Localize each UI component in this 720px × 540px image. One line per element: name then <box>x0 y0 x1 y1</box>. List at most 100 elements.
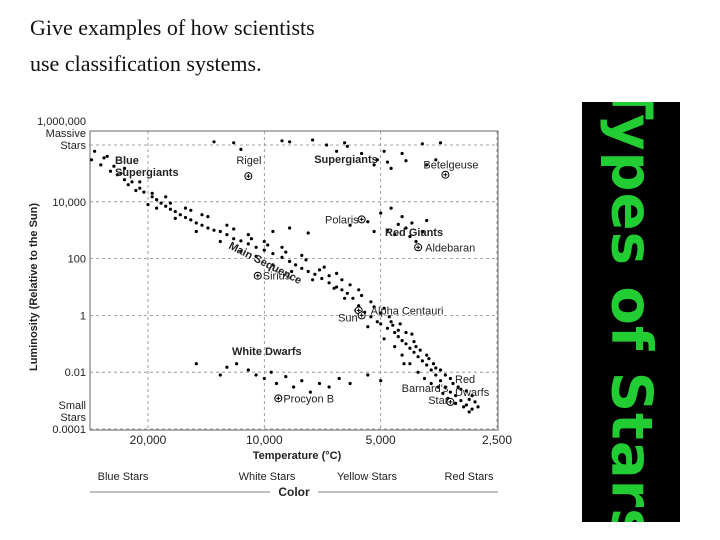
star-point <box>429 381 433 386</box>
star-point <box>93 149 97 153</box>
star-point <box>189 218 193 222</box>
star-point <box>288 140 292 144</box>
star-point <box>372 229 376 234</box>
star-point <box>130 180 134 184</box>
star-point <box>280 255 284 259</box>
star-point <box>343 141 347 145</box>
star-point <box>168 201 172 205</box>
star-point <box>246 368 250 372</box>
star-point <box>194 362 198 366</box>
star-point <box>360 293 364 298</box>
star-point <box>369 300 373 304</box>
star-point <box>246 233 250 237</box>
star-point <box>300 266 304 270</box>
star-point <box>418 348 422 352</box>
y-tick-label: Massive <box>46 128 86 140</box>
slide-heading-line-2: use classification systems. <box>30 51 262 76</box>
star-point <box>274 381 279 386</box>
star-point <box>311 138 315 142</box>
star-point <box>271 263 275 267</box>
star-point <box>327 274 331 278</box>
star-point <box>288 259 292 263</box>
hr-diagram: 1,000,000MassiveStars10,00010010.01Small… <box>28 116 512 499</box>
star-point <box>262 376 266 381</box>
star-point <box>332 286 336 290</box>
star-point <box>438 141 443 145</box>
star-point <box>290 269 294 274</box>
star-point <box>280 139 284 143</box>
star-point <box>212 140 216 144</box>
group-label: Supergiants <box>314 154 378 166</box>
star-point <box>300 379 304 383</box>
star-point <box>404 342 408 346</box>
types-of-stars-banner: Types of Stars <box>582 102 680 522</box>
star-point <box>385 228 390 232</box>
y-tick-label: 10,000 <box>52 197 86 209</box>
star-point <box>416 370 420 374</box>
star-point <box>249 237 253 241</box>
star-point <box>155 206 159 210</box>
star-point <box>400 215 404 219</box>
star-point <box>382 337 386 341</box>
star-point <box>239 249 243 253</box>
star-point <box>348 283 352 287</box>
star-point <box>262 248 266 252</box>
star-point <box>473 400 477 404</box>
star-point <box>372 305 376 309</box>
star-point <box>262 239 266 244</box>
y-tick-label: 1 <box>80 310 86 322</box>
star-point <box>340 288 344 292</box>
x-tick-label: 10,000 <box>246 433 283 447</box>
group-label: White Dwarfs <box>232 346 302 358</box>
named-star-label: Barnard's <box>402 383 449 395</box>
star-point <box>436 385 440 389</box>
color-axis-title: Color <box>278 485 310 499</box>
star-point <box>387 315 391 319</box>
star-point <box>467 410 471 414</box>
star-point <box>306 269 310 274</box>
star-point <box>389 166 393 170</box>
star-point <box>400 339 404 343</box>
star-point <box>239 239 243 243</box>
star-point <box>200 223 204 227</box>
star-point <box>337 376 341 381</box>
star-point <box>340 278 344 282</box>
star-point <box>343 296 347 300</box>
star-point <box>357 288 361 292</box>
star-point <box>462 405 466 409</box>
star-point <box>225 233 229 237</box>
star-point <box>454 401 458 405</box>
star-point <box>200 213 204 217</box>
star-point <box>448 376 452 381</box>
star-point <box>391 323 395 327</box>
star-point <box>327 385 331 389</box>
star-point <box>382 306 386 310</box>
star-point <box>225 223 229 227</box>
star-point <box>410 332 414 336</box>
star-point <box>183 206 188 210</box>
star-point <box>168 207 172 211</box>
y-tick-label: Stars <box>60 412 86 424</box>
star-point <box>393 330 397 335</box>
star-point <box>422 376 427 381</box>
star-point <box>134 188 138 193</box>
plot-frame <box>89 130 499 431</box>
star-point <box>173 216 177 220</box>
group-label: Blue <box>115 155 139 167</box>
star-point <box>348 223 352 227</box>
star-point <box>434 158 438 162</box>
named-star-label: Polaris <box>325 214 359 226</box>
star-point <box>218 239 222 244</box>
star-point <box>375 158 379 162</box>
star-point <box>115 173 119 177</box>
star-point <box>271 252 275 256</box>
star-point <box>322 265 326 269</box>
star-point <box>385 160 390 164</box>
star-point <box>360 151 364 156</box>
named-star-label: Sirius <box>263 271 291 283</box>
star-point <box>300 253 304 257</box>
star-point <box>235 362 239 366</box>
star-point <box>212 228 216 232</box>
star-point <box>379 211 383 215</box>
star-point <box>425 218 429 223</box>
